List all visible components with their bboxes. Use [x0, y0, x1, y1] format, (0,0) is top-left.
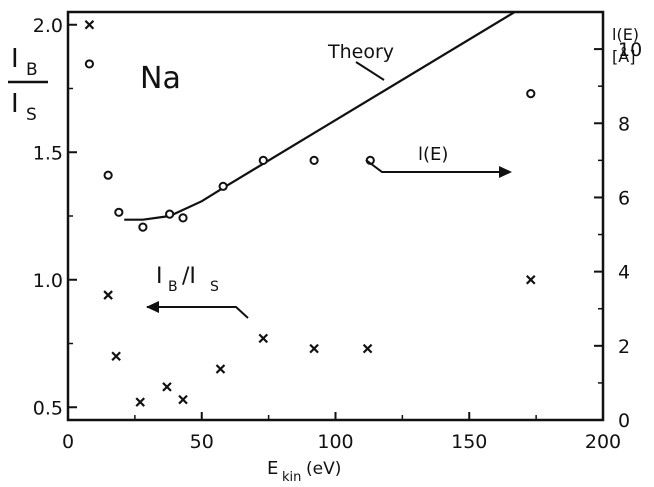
x-axis-label: E kin (eV) [267, 458, 341, 485]
ratio-point [258, 333, 269, 344]
svg-text:[Å]: [Å] [612, 47, 635, 66]
legend-le-arrow [365, 159, 510, 173]
x-tick-label: 150 [451, 431, 487, 453]
le-point [258, 155, 268, 165]
theory-line [124, 11, 516, 221]
le-point [103, 170, 113, 180]
y-right-tick-label: 8 [618, 113, 630, 135]
series-le [84, 59, 536, 232]
svg-text:l(E): l(E) [612, 25, 639, 44]
ratio-point [162, 382, 172, 392]
svg-text:/I: /I [182, 264, 196, 289]
le-point [178, 213, 188, 223]
le-point [138, 222, 148, 232]
svg-text:(eV): (eV) [306, 459, 341, 479]
y-right-tick-label: 10 [618, 39, 642, 61]
svg-text:S: S [210, 279, 219, 295]
svg-text:I: I [156, 264, 163, 289]
ratio-point [309, 343, 319, 354]
ratio-point [215, 364, 226, 374]
y-left-tick-label: 0.5 [33, 397, 63, 419]
ratio-point [525, 274, 536, 285]
ratio-point [103, 290, 113, 300]
y-left-tick-label: 2.0 [33, 15, 63, 37]
x-ticks: 0 50 100 150 200 [62, 412, 621, 453]
le-point [526, 89, 536, 99]
y-left-ticks: 0.5 1.0 1.5 2.0 [33, 15, 77, 419]
svg-text:kin: kin [282, 470, 301, 485]
series-ratio [84, 19, 536, 407]
x-tick-label: 50 [190, 431, 214, 453]
y-right-tick-label: 6 [618, 187, 630, 209]
svg-text:B: B [26, 60, 38, 80]
y-left-tick-label: 1.5 [33, 142, 63, 164]
y-right-ticks: 0 2 4 6 8 10 [594, 11, 642, 432]
le-point [309, 155, 319, 165]
y-right-tick-label: 0 [618, 410, 630, 432]
legend-ratio: I B /I S [146, 264, 249, 319]
ratio-point [84, 19, 95, 30]
theory-leader [355, 61, 385, 81]
theory-curve [124, 11, 516, 221]
ratio-point [362, 343, 373, 354]
x-tick-label: 200 [585, 431, 621, 453]
y-right-tick-label: 4 [618, 262, 630, 284]
legend-ratio-arrowhead [146, 301, 159, 313]
svg-text:I: I [11, 89, 19, 119]
legend-le: l(E) [365, 144, 512, 178]
x-tick-label: 100 [317, 431, 353, 453]
y-right-label: l(E) [Å] [612, 25, 639, 66]
svg-text:E: E [267, 458, 278, 479]
y-right-tick-label: 2 [618, 336, 630, 358]
ratio-point [178, 394, 188, 405]
svg-text:I: I [11, 44, 19, 74]
le-point [114, 207, 124, 217]
element-label: Na [140, 61, 181, 96]
legend-le-arrowhead [499, 166, 512, 178]
ratio-point [135, 397, 146, 407]
le-point [165, 209, 175, 219]
svg-text:S: S [26, 105, 37, 125]
legend-ratio-arrow [147, 306, 249, 319]
y-left-label: I B I S [8, 44, 48, 125]
theory-label: Theory [327, 41, 394, 63]
svg-text:l(E): l(E) [418, 144, 448, 165]
le-point [84, 59, 95, 69]
x-tick-label: 0 [62, 431, 74, 453]
y-left-tick-label: 1.0 [33, 270, 63, 292]
le-point [218, 181, 228, 191]
svg-text:B: B [168, 279, 178, 295]
ratio-point [111, 351, 121, 362]
